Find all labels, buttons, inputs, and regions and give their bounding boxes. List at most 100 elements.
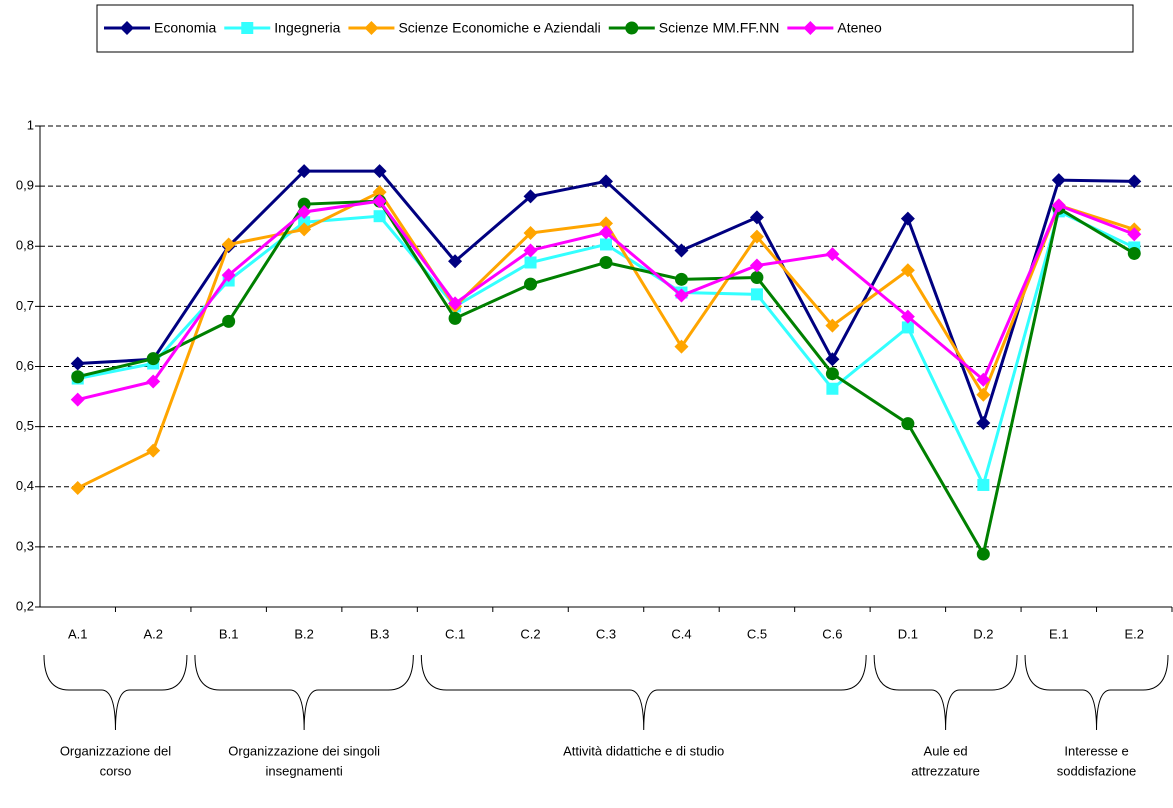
data-point <box>372 185 387 200</box>
x-tick-label: E.1 <box>1049 626 1069 641</box>
data-point <box>373 210 386 223</box>
x-tick-label: D.1 <box>898 626 918 641</box>
group-label: soddisfazione <box>1057 763 1137 778</box>
data-point <box>900 211 915 226</box>
data-point <box>70 392 85 407</box>
data-point <box>523 189 538 204</box>
group-brace <box>43 654 188 731</box>
data-point <box>297 204 312 219</box>
data-point <box>1127 246 1141 260</box>
data-point <box>825 318 840 333</box>
data-point <box>674 243 689 258</box>
data-point <box>674 288 689 303</box>
data-point <box>976 416 991 431</box>
data-point <box>221 268 236 283</box>
x-tick-label: D.2 <box>973 626 993 641</box>
data-point <box>297 164 312 179</box>
series-line <box>77 209 1135 490</box>
data-point <box>900 263 915 278</box>
legend-marker <box>241 22 254 34</box>
x-tick-label: B.2 <box>294 626 314 641</box>
y-tick-label: 0,5 <box>16 418 34 433</box>
data-point <box>599 216 613 231</box>
x-tick-label: C.1 <box>445 626 465 641</box>
data-point <box>825 247 840 262</box>
group-label: Attività didattiche e di studio <box>563 743 724 758</box>
group-brace <box>420 654 867 731</box>
data-point <box>448 296 463 311</box>
data-point <box>1051 198 1066 213</box>
data-point <box>71 370 85 384</box>
data-point <box>222 314 236 328</box>
data-point <box>372 194 387 209</box>
data-point <box>1051 173 1066 188</box>
x-tick-label: C.6 <box>822 626 842 641</box>
y-tick-label: 0,9 <box>16 178 34 193</box>
data-point <box>448 311 462 325</box>
data-point <box>297 197 311 211</box>
data-point <box>749 210 764 225</box>
data-point <box>825 367 839 381</box>
data-point <box>221 237 236 252</box>
y-tick-label: 0,6 <box>16 358 34 373</box>
data-point <box>749 258 764 273</box>
data-point <box>674 339 689 354</box>
y-tick-label: 1 <box>27 117 34 132</box>
data-point <box>826 382 839 395</box>
y-tick-label: 0,4 <box>16 478 34 493</box>
data-point <box>297 222 312 237</box>
group-label: attrezzature <box>911 763 980 778</box>
x-tick-label: A.2 <box>143 626 163 641</box>
x-tick-label: B.3 <box>370 626 390 641</box>
data-point <box>146 374 161 389</box>
data-point <box>146 352 160 366</box>
legend-label: Scienze MM.FF.NN <box>659 20 780 36</box>
legend-label: Ingegneria <box>274 20 340 36</box>
data-point <box>976 387 991 402</box>
data-point <box>448 254 463 269</box>
legend-label: Economia <box>154 20 216 36</box>
series-line <box>77 199 1136 559</box>
group-label: Organizzazione del <box>60 743 171 758</box>
group-label: Aule ed <box>924 743 968 758</box>
data-point <box>524 256 537 269</box>
data-point <box>599 174 613 189</box>
data-point <box>1127 227 1142 242</box>
data-point <box>750 288 763 301</box>
data-point <box>70 356 85 371</box>
data-point <box>600 238 612 251</box>
data-point <box>749 229 764 244</box>
y-tick-label: 0,3 <box>16 538 34 553</box>
data-point <box>900 309 915 324</box>
legend-marker <box>803 21 818 35</box>
data-point <box>523 226 538 241</box>
data-point <box>977 478 990 491</box>
group-label: Interesse e <box>1064 743 1128 758</box>
data-point <box>523 243 538 258</box>
x-tick-label: E.2 <box>1125 626 1145 641</box>
data-point <box>976 547 990 561</box>
data-point <box>901 321 914 334</box>
y-tick-label: 0,7 <box>16 298 34 313</box>
x-tick-label: B.1 <box>219 626 239 641</box>
series-line <box>77 169 1135 428</box>
group-label: insegnamenti <box>265 763 342 778</box>
legend-label: Ateneo <box>837 20 882 36</box>
data-point <box>750 271 764 285</box>
group-brace <box>1024 654 1169 731</box>
group-brace <box>194 654 414 731</box>
data-point <box>524 277 538 291</box>
group-brace <box>873 654 1018 731</box>
group-label: Organizzazione dei singoli <box>228 743 380 758</box>
y-tick-label: 0,8 <box>16 238 34 253</box>
data-point <box>674 272 688 286</box>
x-tick-label: C.2 <box>520 626 540 641</box>
data-point <box>372 164 387 179</box>
x-tick-label: C.4 <box>671 626 691 641</box>
data-point <box>146 443 161 458</box>
x-tick-label: C.5 <box>747 626 767 641</box>
legend-marker <box>120 21 134 35</box>
data-point <box>298 216 311 229</box>
x-tick-label: C.3 <box>596 626 616 641</box>
